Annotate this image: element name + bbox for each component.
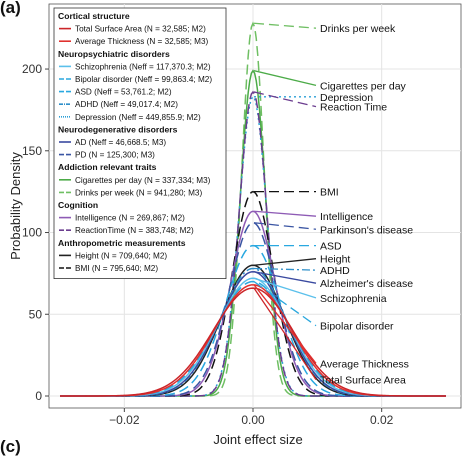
legend-entry-avt: Average Thickness (N = 32,585; M3) bbox=[75, 37, 209, 46]
x-tick-label: 0.02 bbox=[370, 413, 394, 427]
leader-pd bbox=[253, 222, 317, 230]
series-label-bip: Bipolar disorder bbox=[320, 321, 394, 333]
series-label-int: Intelligence bbox=[320, 211, 373, 223]
series-label-tsa: Total Surface Area bbox=[320, 375, 406, 387]
leader-ad bbox=[253, 271, 317, 284]
series-label-scz: Schizophrenia bbox=[320, 293, 387, 305]
legend-entry-hgt: Height (N = 709,640; M2) bbox=[75, 251, 167, 260]
legend-entry-pd: PD (N = 125,300; M3) bbox=[75, 151, 155, 160]
legend-entry-asd: ASD (Neff = 53,761.2; M2) bbox=[75, 88, 172, 97]
series-label-asd: ASD bbox=[320, 241, 342, 253]
legend-heading: Cognition bbox=[58, 200, 98, 210]
y-tick-label: 100 bbox=[22, 226, 42, 240]
leader-scz bbox=[253, 277, 317, 299]
series-label-bmi: BMI bbox=[320, 187, 339, 199]
leader-cig bbox=[253, 70, 317, 87]
legend-entry-tsa: Total Surface Area (N = 32,585; M2) bbox=[75, 25, 206, 34]
series-line-tsa bbox=[60, 287, 446, 397]
legend-entry-ad: AD (Neff = 46,668.5; M3) bbox=[75, 138, 166, 147]
legend-entry-int: Intelligence (N = 269,867; M2) bbox=[75, 214, 185, 223]
leader-bip bbox=[253, 281, 317, 327]
series-label-drk: Drinks per week bbox=[320, 23, 396, 35]
series-label-rt: Reaction Time bbox=[320, 102, 387, 114]
series-label-dep: Depression bbox=[320, 92, 373, 104]
legend-entry-bmi: BMI (N = 795,640; M2) bbox=[75, 264, 158, 273]
x-tick-label: −0.02 bbox=[109, 413, 140, 427]
legend-heading: Addiction relevant traits bbox=[58, 162, 157, 172]
legend-entry-rt: ReactionTime (N = 383,748; M2) bbox=[75, 226, 194, 235]
leader-adhd bbox=[253, 267, 317, 271]
legend-heading: Neurodegenerative disorders bbox=[58, 124, 178, 134]
series-label-adhd: ADHD bbox=[320, 265, 350, 277]
legend-entry-bip: Bipolar disorder (Neff = 99,863.4; M2) bbox=[75, 75, 212, 84]
leader-drk bbox=[253, 22, 317, 29]
leader-hgt bbox=[253, 258, 317, 266]
x-axis-title: Joint effect size bbox=[213, 432, 302, 447]
legend: Cortical structure Total Surface Area (N … bbox=[53, 7, 227, 280]
axis-ticks: −0.02 0.00 0.02 0 50 100 150 200 bbox=[22, 62, 394, 427]
legend-heading: Cortical structure bbox=[58, 11, 130, 21]
leader-int bbox=[253, 210, 317, 217]
leader-tsa bbox=[253, 287, 317, 381]
panel-label-a: (a) bbox=[0, 0, 21, 17]
y-tick-label: 200 bbox=[22, 62, 42, 76]
series-label-cig: Cigarettes per day bbox=[320, 80, 407, 92]
legend-entry-dep: Depression (Neff = 449,855.9; M2) bbox=[75, 113, 201, 122]
series-label-avt: Average Thickness bbox=[320, 358, 409, 370]
series-label-hgt: Height bbox=[320, 254, 350, 266]
y-tick-label: 150 bbox=[22, 144, 42, 158]
legend-entry-adhd: ADHD (Neff = 49,017.4; M2) bbox=[75, 100, 178, 109]
legend-entry-scz: Schizophrenia (Neff = 117,370.3; M2) bbox=[75, 62, 211, 71]
legend-entry-cig: Cigarettes per day (N = 337,334; M3) bbox=[75, 176, 211, 185]
y-axis-title: Probability Density bbox=[8, 152, 23, 260]
y-tick-label: 50 bbox=[29, 307, 43, 321]
leader-rt bbox=[253, 91, 317, 108]
label-leaders: Drinks per week Cigarettes per dayDepress… bbox=[253, 22, 413, 387]
legend-entry-drk: Drinks per week (N = 941,280; M3) bbox=[75, 188, 202, 197]
x-tick-label: 0.00 bbox=[241, 413, 265, 427]
series-label-pd: Parkinson's disease bbox=[320, 224, 413, 236]
legend-box bbox=[53, 7, 227, 280]
legend-heading: Anthropometric measurements bbox=[58, 238, 186, 248]
legend-heading: Neuropsychiatric disorders bbox=[58, 49, 170, 59]
leader-avt bbox=[253, 284, 317, 364]
density-curves bbox=[60, 21, 446, 397]
panel-label-c: (c) bbox=[0, 437, 21, 456]
y-tick-label: 0 bbox=[35, 389, 42, 403]
series-label-ad: Alzheimer's disease bbox=[320, 278, 413, 290]
